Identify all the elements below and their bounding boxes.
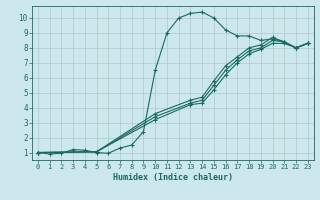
X-axis label: Humidex (Indice chaleur): Humidex (Indice chaleur) [113, 173, 233, 182]
